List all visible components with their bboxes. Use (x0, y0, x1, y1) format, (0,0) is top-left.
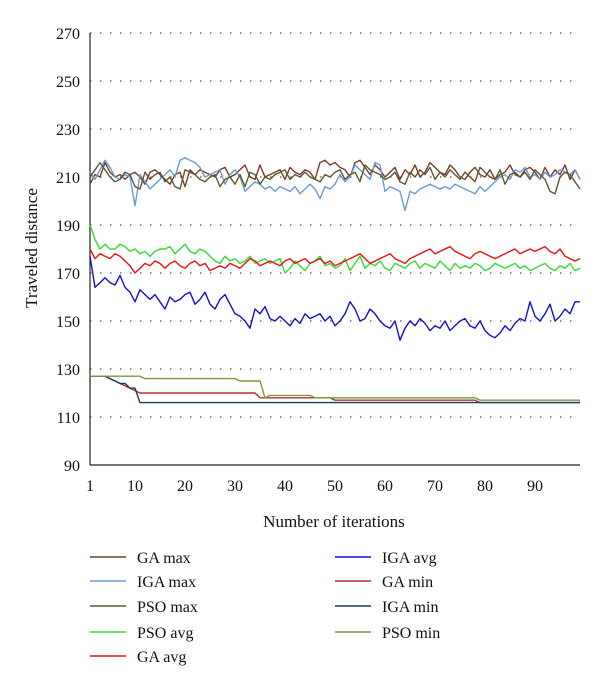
legend-item: IGA min (335, 599, 438, 616)
y-tick-label: 230 (56, 122, 80, 139)
legend-label: IGA min (382, 599, 438, 616)
grid-lines (90, 32, 580, 418)
legend-item: PSO avg (90, 625, 193, 642)
x-tick-label: 70 (427, 478, 443, 495)
x-axis-label: Number of iterations (263, 512, 405, 531)
series-line (90, 375, 580, 404)
y-tick-label: 110 (57, 410, 80, 427)
y-tick-label: 190 (56, 218, 80, 235)
legend-label: GA min (382, 574, 433, 591)
legend-item: IGA avg (335, 550, 437, 567)
legend-item: GA avg (90, 649, 186, 666)
legend-label: IGA max (137, 574, 196, 591)
series-line (89, 245, 581, 274)
series-lines (89, 157, 581, 404)
series-line (90, 375, 580, 401)
legend-item: GA min (335, 574, 433, 591)
legend-item: PSO min (335, 625, 440, 642)
legend: GA max IGA max PSO max PSO avg GA avg IGA avg… (90, 550, 440, 666)
x-tick-label: 1 (86, 478, 94, 495)
legend-label: PSO max (137, 599, 198, 616)
series-line (89, 224, 581, 274)
y-tick-label: 150 (56, 314, 80, 331)
y-tick-label: 90 (64, 458, 80, 475)
series-line (89, 161, 581, 195)
legend-label: GA max (137, 550, 191, 567)
series-line (89, 157, 581, 212)
y-tick-label: 250 (56, 74, 80, 91)
x-tick-label: 10 (127, 478, 143, 495)
x-tick-label: 60 (377, 478, 393, 495)
legend-item: IGA max (90, 574, 196, 591)
y-tick-label: 210 (56, 170, 80, 187)
x-tick-label: 50 (327, 478, 343, 495)
y-axis-label: Traveled distance (22, 188, 41, 308)
y-tick-labels: 90 110 130 150 170 190 210 230 250 270 (56, 26, 80, 475)
y-tick-label: 130 (56, 362, 80, 379)
legend-label: GA avg (137, 649, 186, 666)
y-tick-label: 170 (56, 266, 80, 283)
legend-label: PSO avg (137, 625, 193, 642)
y-tick-label: 270 (56, 26, 80, 43)
series-line (90, 375, 580, 404)
legend-item: PSO max (90, 599, 198, 616)
x-tick-label: 90 (527, 478, 543, 495)
x-tick-label: 40 (277, 478, 293, 495)
x-tick-label: 30 (227, 478, 243, 495)
series-line (89, 256, 580, 341)
x-tick-labels: 1 10 20 30 40 50 60 70 80 90 (86, 478, 543, 495)
legend-label: IGA avg (382, 550, 437, 567)
x-tick-label: 80 (477, 478, 493, 495)
x-tick-label: 20 (177, 478, 193, 495)
legend-label: PSO min (382, 625, 440, 642)
legend-item: GA max (90, 550, 191, 567)
